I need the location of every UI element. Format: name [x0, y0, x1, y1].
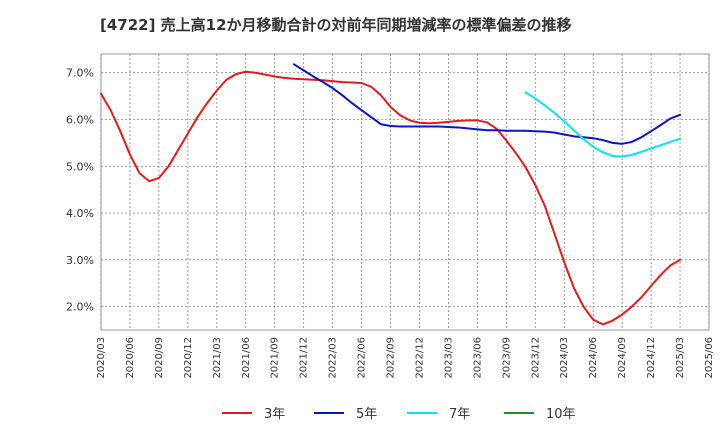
plot-area [100, 53, 710, 331]
series-layer [100, 63, 682, 326]
x-tick-label: 2021/09 [270, 337, 281, 379]
y-tick-label: 7.0% [66, 67, 94, 80]
y-tick-label: 6.0% [66, 113, 94, 126]
x-tick-label: 2023/09 [501, 337, 512, 379]
y-tick-label: 3.0% [66, 254, 94, 267]
series-line-7年 [524, 91, 682, 158]
x-tick-label: 2024/06 [588, 337, 599, 379]
x-tick-label: 2022/09 [386, 337, 397, 379]
x-tick-label: 2025/03 [675, 337, 686, 379]
x-axis-ticks: 2020/03 2020/06 2020/09 2020/12 2021/03 2021/… [96, 337, 715, 379]
x-tick-label: 2023/12 [530, 337, 541, 379]
x-tick-label: 2021/12 [299, 337, 310, 379]
x-tick-label: 2023/06 [472, 337, 483, 379]
y-tick-label: 2.0% [66, 301, 94, 314]
grid-lines [100, 54, 710, 330]
x-tick-label: 2024/03 [559, 337, 570, 379]
x-tick-label: 2024/12 [646, 337, 657, 379]
x-tick-label: 2021/03 [212, 337, 223, 379]
x-tick-label: 2022/03 [328, 337, 339, 379]
series-line-3年 [100, 70, 682, 326]
legend-label-7年: 7年 [449, 407, 470, 422]
legend-label-10年: 10年 [546, 407, 576, 422]
legend: 3年 5年 7年 10年 [222, 407, 576, 422]
y-axis-ticks: 2.0% 3.0% 4.0% 5.0% 6.0% 7.0% [66, 67, 94, 314]
y-tick-label: 4.0% [66, 207, 94, 220]
legend-label-5年: 5年 [356, 407, 377, 422]
legend-label-3年: 3年 [264, 407, 285, 422]
x-tick-label: 2023/03 [443, 337, 454, 379]
x-tick-label: 2022/06 [357, 337, 368, 379]
chart-title: [4722] 売上高12か月移動合計の対前年同期増減率の標準偏差の推移 [100, 16, 572, 34]
x-tick-label: 2020/12 [183, 337, 194, 379]
y-tick-label: 5.0% [66, 160, 94, 173]
x-tick-label: 2024/09 [617, 337, 628, 379]
x-tick-label: 2022/12 [414, 337, 425, 379]
x-tick-label: 2020/03 [96, 337, 107, 379]
x-tick-label: 2020/06 [125, 337, 136, 379]
series-line-5年 [293, 63, 682, 145]
x-tick-label: 2020/09 [154, 337, 165, 379]
x-tick-label: 2021/06 [241, 337, 252, 379]
x-tick-label: 2025/06 [704, 337, 715, 379]
